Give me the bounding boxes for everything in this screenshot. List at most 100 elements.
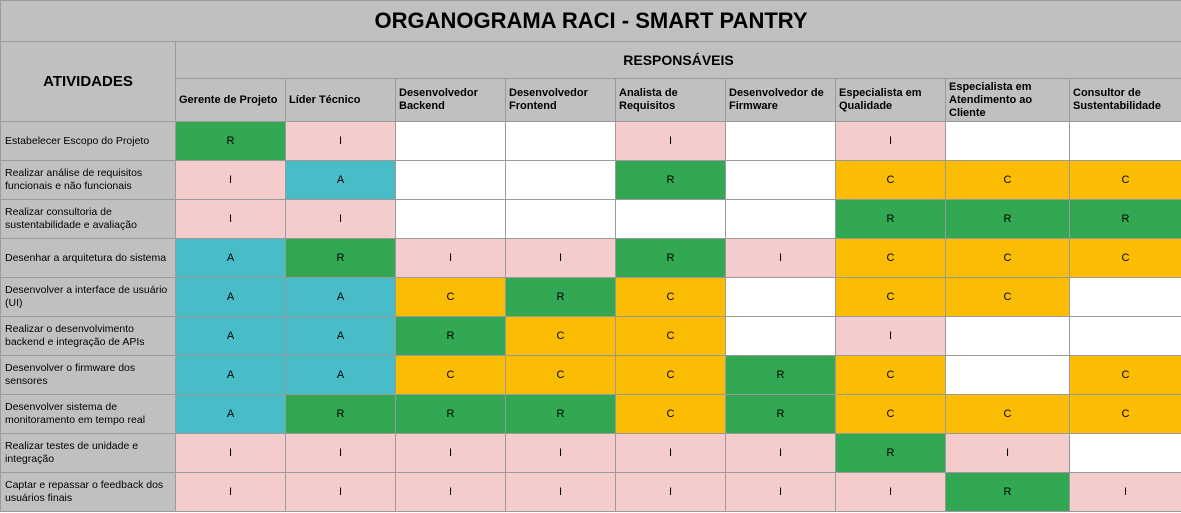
raci-cell: R <box>725 355 836 395</box>
raci-cell: I <box>175 199 286 239</box>
role-header: Consultor de Sustentabilidade <box>1069 78 1181 122</box>
raci-cell: C <box>835 160 946 200</box>
raci-cell: R <box>505 394 616 434</box>
activity-label: Realizar testes de unidade e integração <box>0 433 176 473</box>
raci-cell: I <box>395 433 506 473</box>
raci-cell: I <box>285 472 396 512</box>
raci-cell <box>945 121 1070 161</box>
activity-label: Desenhar a arquitetura do sistema <box>0 238 176 278</box>
raci-cell <box>1069 316 1181 356</box>
raci-cell: I <box>395 238 506 278</box>
raci-cell <box>395 199 506 239</box>
raci-cell <box>725 316 836 356</box>
raci-cell: I <box>1069 472 1181 512</box>
raci-cell: R <box>395 394 506 434</box>
raci-cell <box>725 121 836 161</box>
raci-cell: I <box>175 472 286 512</box>
raci-cell: I <box>505 472 616 512</box>
raci-cell <box>945 355 1070 395</box>
activity-label: Estabelecer Escopo do Projeto <box>0 121 176 161</box>
raci-cell: C <box>395 355 506 395</box>
raci-cell <box>505 121 616 161</box>
raci-cell: I <box>725 433 836 473</box>
raci-cell: R <box>395 316 506 356</box>
raci-cell: R <box>1069 199 1181 239</box>
raci-cell: I <box>285 121 396 161</box>
raci-cell <box>725 160 836 200</box>
raci-cell: I <box>175 160 286 200</box>
raci-cell: C <box>835 355 946 395</box>
activity-label: Desenvolver a interface de usuário (UI) <box>0 277 176 317</box>
raci-cell: I <box>285 433 396 473</box>
raci-cell: R <box>175 121 286 161</box>
role-header: Líder Técnico <box>285 78 396 122</box>
raci-cell: I <box>175 433 286 473</box>
raci-cell: I <box>835 121 946 161</box>
raci-cell: C <box>615 394 726 434</box>
raci-cell <box>725 199 836 239</box>
raci-cell <box>505 160 616 200</box>
raci-cell: R <box>945 472 1070 512</box>
raci-cell: C <box>945 238 1070 278</box>
table-row: Realizar testes de unidade e integração I… <box>0 433 1181 473</box>
raci-cell: C <box>835 277 946 317</box>
table-row: Desenvolver o firmware dos sensores A A C C C… <box>0 355 1181 395</box>
raci-cell <box>615 199 726 239</box>
activity-label: Desenvolver sistema de monitoramento em … <box>0 394 176 434</box>
raci-cell: C <box>835 238 946 278</box>
raci-cell: I <box>615 433 726 473</box>
activity-label: Desenvolver o firmware dos sensores <box>0 355 176 395</box>
raci-cell: A <box>175 238 286 278</box>
raci-cell <box>725 277 836 317</box>
table-row: Captar e repassar o feedback dos usuário… <box>0 472 1181 512</box>
raci-cell: R <box>835 433 946 473</box>
raci-cell: R <box>615 160 726 200</box>
table-row: Realizar análise de requisitos funcionai… <box>0 160 1181 200</box>
role-header: Desenvolvedor de Firmware <box>725 78 836 122</box>
raci-cell: A <box>285 277 396 317</box>
table-title: ORGANOGRAMA RACI - SMART PANTRY <box>0 0 1181 42</box>
activities-header: ATIVIDADES <box>0 41 176 122</box>
raci-cell: A <box>285 316 396 356</box>
raci-cell: R <box>285 238 396 278</box>
table-row: Realizar consultoria de sustentabilidade… <box>0 199 1181 239</box>
raci-cell: C <box>395 277 506 317</box>
raci-cell: I <box>945 433 1070 473</box>
raci-cell: I <box>395 472 506 512</box>
role-header: Gerente de Projeto <box>175 78 286 122</box>
role-header: Desenvolvedor Frontend <box>505 78 616 122</box>
activity-label: Realizar consultoria de sustentabilidade… <box>0 199 176 239</box>
raci-cell: R <box>945 199 1070 239</box>
raci-cell <box>505 199 616 239</box>
raci-cell: A <box>175 394 286 434</box>
raci-cell <box>1069 121 1181 161</box>
raci-cell: I <box>725 238 836 278</box>
raci-cell: I <box>505 433 616 473</box>
activities-body: Estabelecer Escopo do Projeto R I I I Realiza… <box>0 121 1181 512</box>
raci-cell: C <box>615 355 726 395</box>
raci-cell: I <box>285 199 396 239</box>
raci-cell: C <box>505 316 616 356</box>
table-row: Desenvolver sistema de monitoramento em … <box>0 394 1181 434</box>
raci-cell: C <box>945 277 1070 317</box>
raci-cell: A <box>175 316 286 356</box>
activity-label: Captar e repassar o feedback dos usuário… <box>0 472 176 512</box>
raci-cell: C <box>1069 160 1181 200</box>
roles-row: Gerente de Projeto Líder Técnico Desenvolv… <box>1 78 1181 122</box>
activity-label: Realizar o desenvolvimento backend e int… <box>0 316 176 356</box>
raci-cell <box>395 160 506 200</box>
raci-cell: C <box>1069 238 1181 278</box>
raci-cell: C <box>505 355 616 395</box>
raci-cell: A <box>285 160 396 200</box>
raci-cell: C <box>835 394 946 434</box>
raci-cell: C <box>945 160 1070 200</box>
raci-cell: I <box>725 472 836 512</box>
raci-cell <box>1069 277 1181 317</box>
raci-cell: I <box>615 121 726 161</box>
raci-cell: C <box>615 277 726 317</box>
raci-cell: R <box>615 238 726 278</box>
raci-cell <box>1069 433 1181 473</box>
role-header: Especialista em Atendimento ao Cliente <box>945 78 1070 122</box>
responsible-header: RESPONSÁVEIS <box>175 41 1181 79</box>
raci-cell: R <box>505 277 616 317</box>
